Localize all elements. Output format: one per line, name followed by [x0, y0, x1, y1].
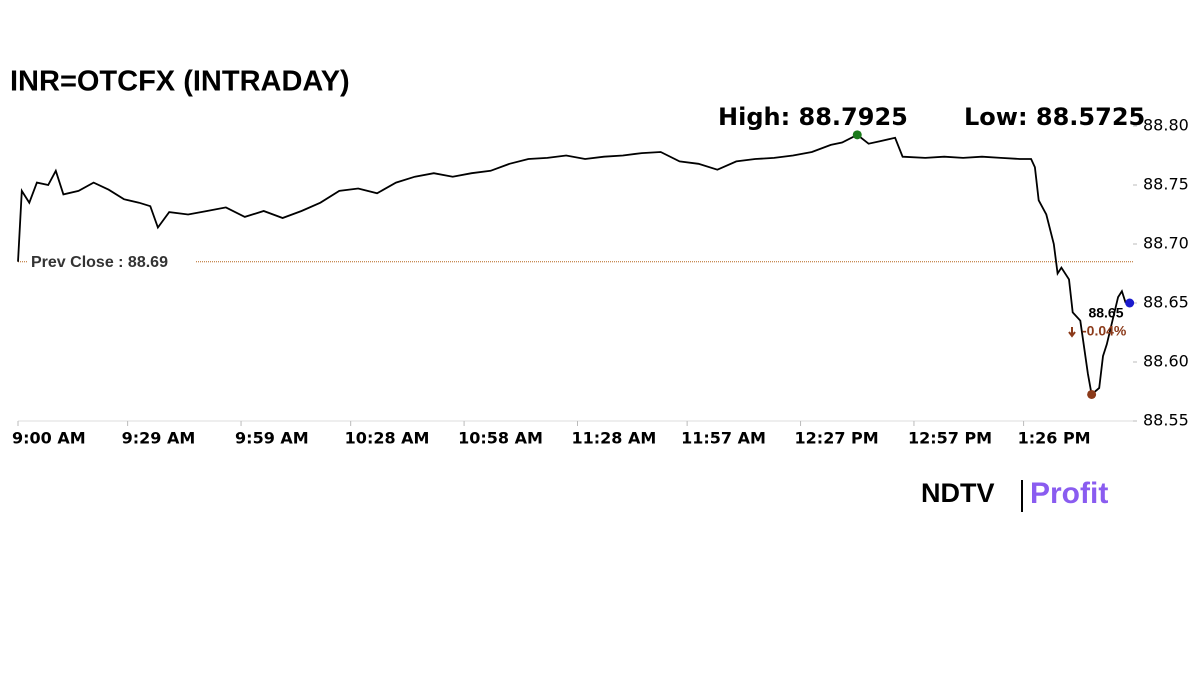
- low-marker: [1087, 389, 1097, 399]
- x-tick-label: 10:58 AM: [458, 429, 543, 448]
- low-label: Low: 88.5725: [964, 103, 1145, 131]
- brand-name: NDTV: [921, 478, 995, 508]
- y-tick-label: 88.70: [1143, 234, 1189, 253]
- brand-product: Profit: [1030, 477, 1108, 510]
- x-tick-label: 9:59 AM: [235, 429, 309, 448]
- price-line: [17, 133, 1127, 397]
- last-change-label: -0.04%: [1082, 323, 1127, 339]
- y-tick-label: 88.55: [1143, 411, 1189, 430]
- y-tick-label: 88.75: [1143, 175, 1189, 194]
- x-tick-label: 11:57 AM: [681, 429, 766, 448]
- x-tick-label: 12:57 PM: [908, 429, 992, 448]
- y-tick-label: 88.60: [1143, 352, 1189, 371]
- x-tick-label: 1:26 PM: [1018, 429, 1091, 448]
- last-value-label: 88.65: [1088, 305, 1123, 321]
- x-tick-label: 9:29 AM: [122, 429, 196, 448]
- x-tick-label: 10:28 AM: [345, 429, 430, 448]
- high-marker: [852, 130, 862, 140]
- prev-close-label: Prev Close : 88.69: [31, 254, 168, 271]
- x-tick-label: 12:27 PM: [795, 429, 879, 448]
- chart-title: INR=OTCFX (INTRADAY): [10, 66, 350, 98]
- x-tick-label: 9:00 AM: [12, 429, 86, 448]
- down-arrow: [1068, 327, 1076, 338]
- x-tick-label: 11:28 AM: [572, 429, 657, 448]
- y-tick-label: 88.80: [1143, 116, 1189, 135]
- y-tick-label: 88.65: [1143, 293, 1189, 312]
- last-marker: [1125, 298, 1135, 308]
- high-label: High: 88.7925: [718, 103, 908, 131]
